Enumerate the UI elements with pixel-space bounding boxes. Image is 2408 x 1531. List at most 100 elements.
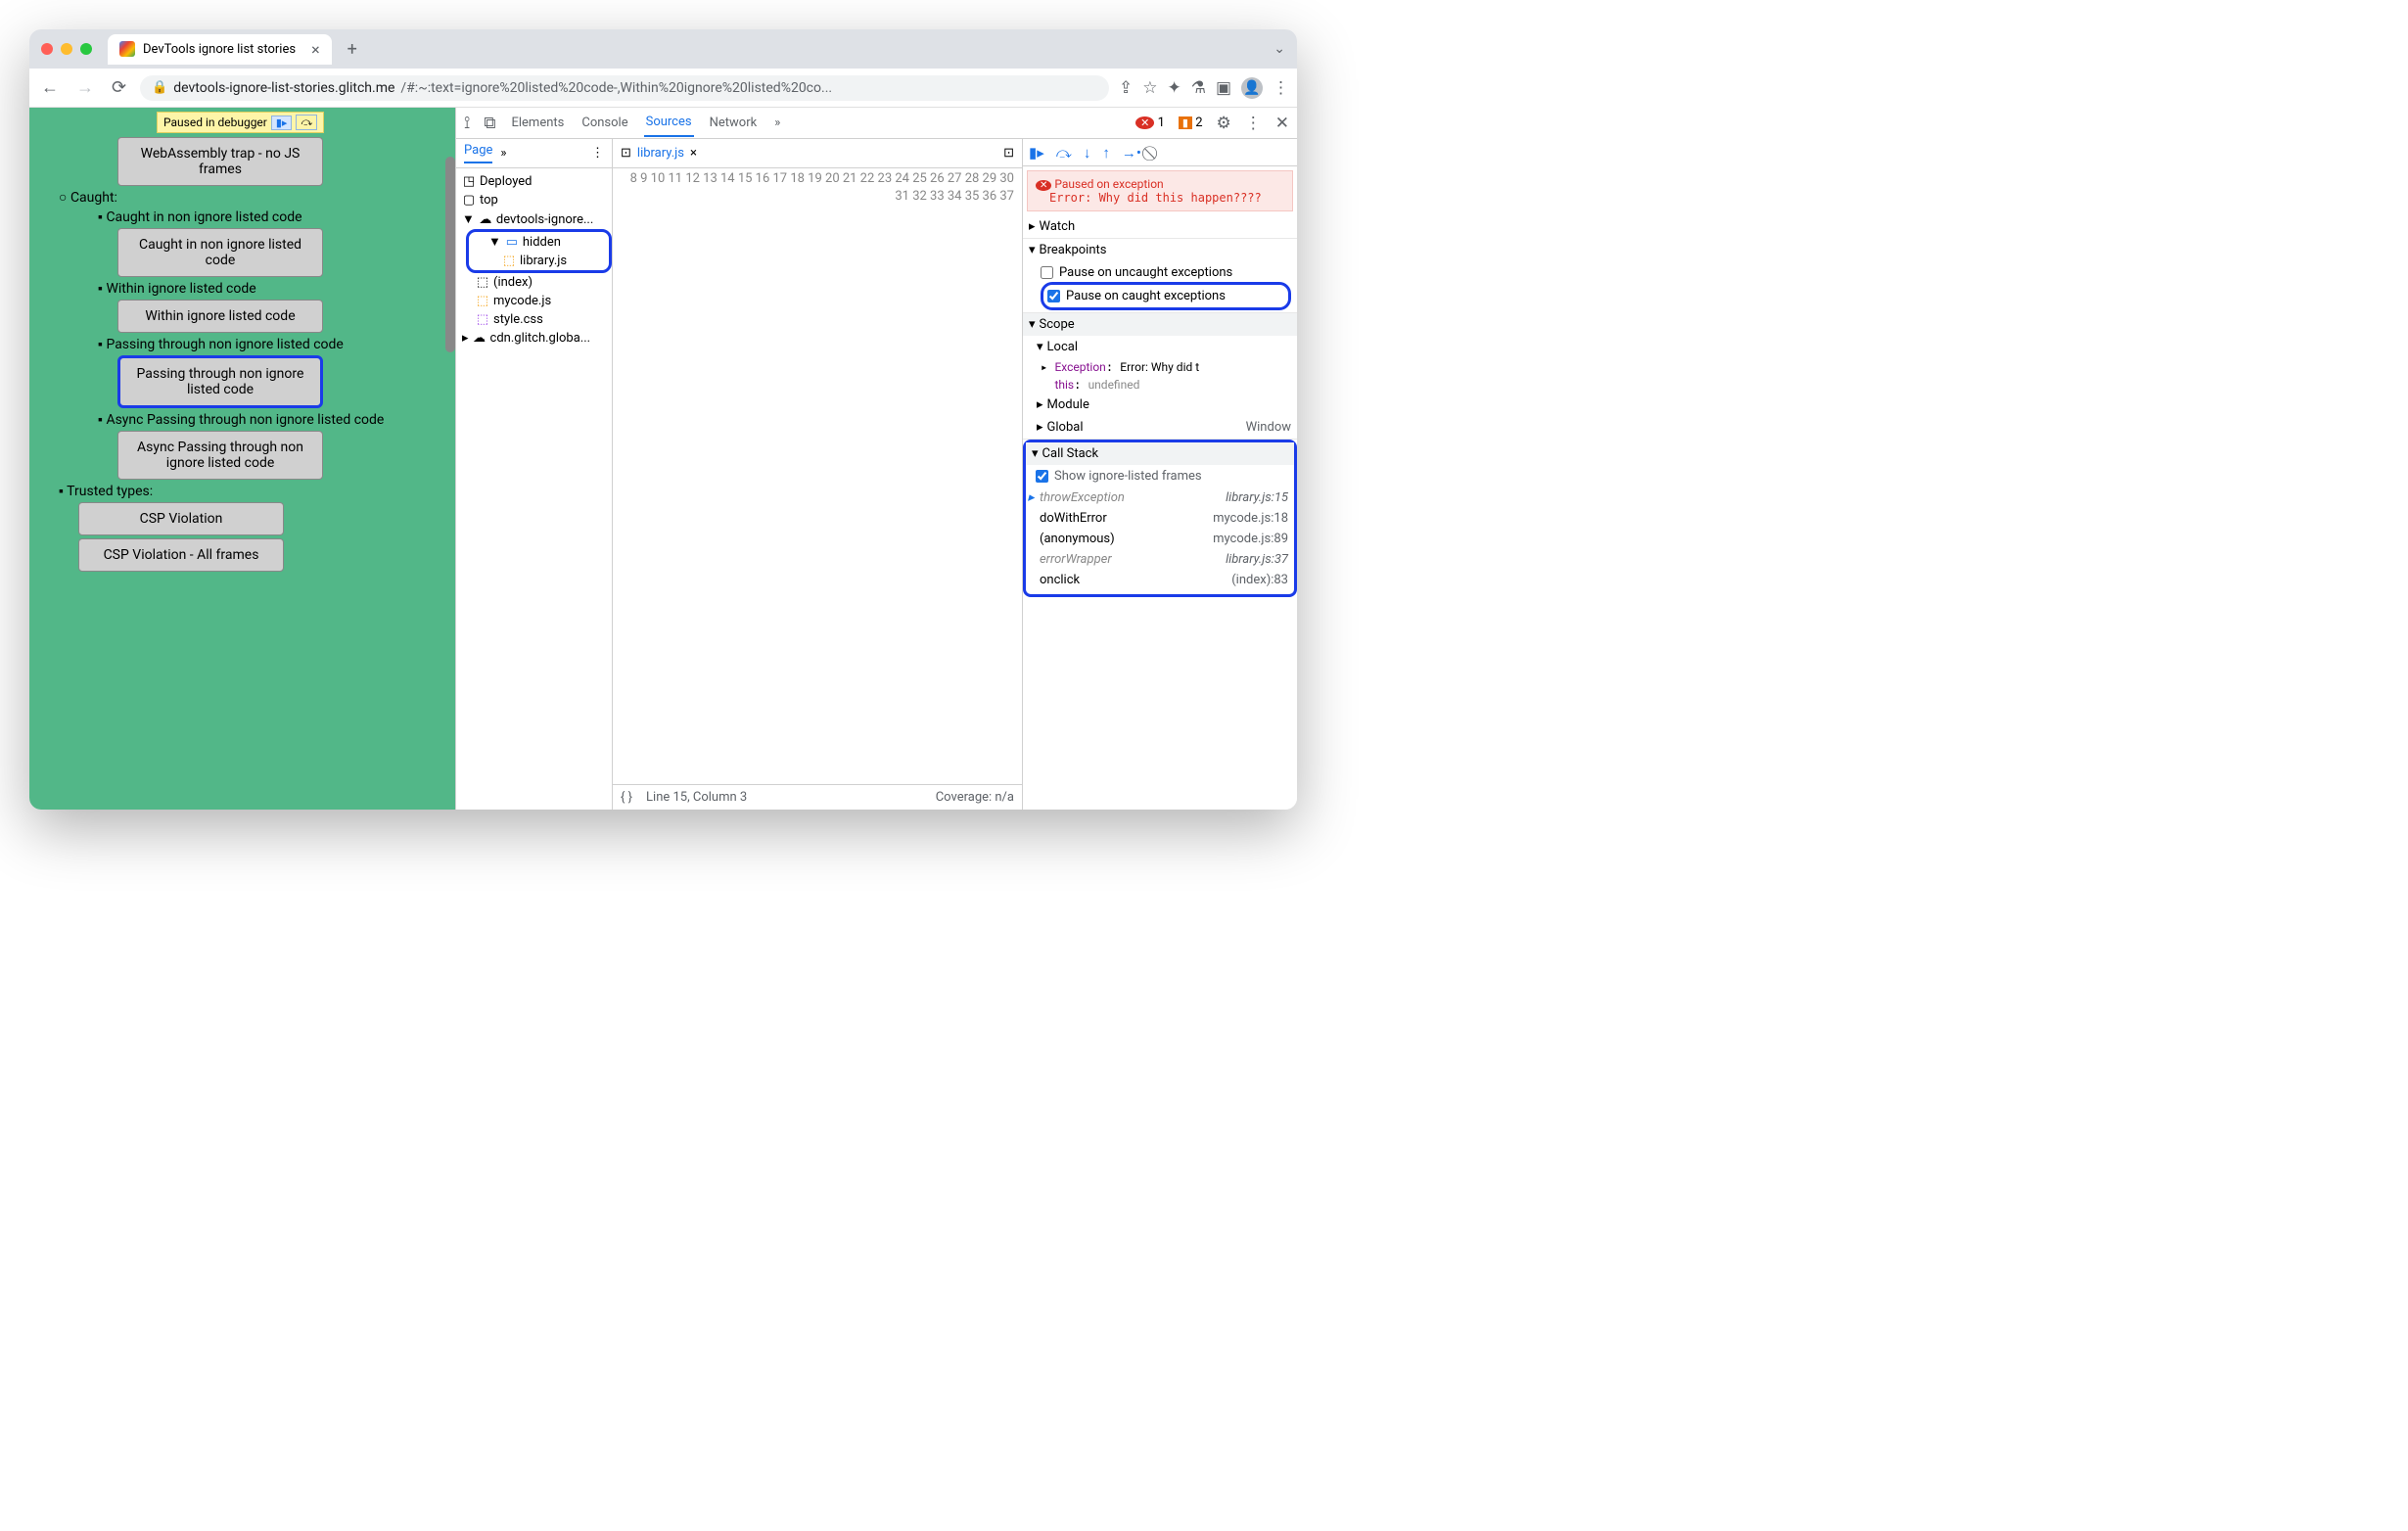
module-scope[interactable]: ▸ Module: [1023, 394, 1297, 416]
caught-checkbox[interactable]: [1047, 290, 1060, 302]
lock-icon: 🔒: [152, 80, 167, 95]
more-icon[interactable]: »: [500, 146, 506, 161]
wasm-button[interactable]: WebAssembly trap - no JS frames: [117, 137, 323, 186]
exception-banner: ✕ Paused on exception Error: Why did thi…: [1027, 170, 1293, 211]
forward-button: →: [72, 73, 98, 102]
within-button[interactable]: Within ignore listed code: [117, 300, 323, 333]
list-item: Async Passing through non ignore listed …: [98, 411, 445, 428]
csp-button[interactable]: CSP Violation: [78, 502, 284, 535]
bookmark-icon[interactable]: ☆: [1142, 78, 1157, 98]
watch-section[interactable]: ▸ Watch: [1023, 215, 1297, 238]
tab-title: DevTools ignore list stories: [143, 42, 296, 57]
kebab-icon[interactable]: ⋮: [591, 146, 604, 161]
callstack-section[interactable]: ▾ Call Stack: [1026, 442, 1294, 465]
step-icon[interactable]: ⤼: [296, 115, 317, 130]
tree-file-index[interactable]: ⬚(index): [470, 273, 612, 292]
caught-heading: Caught:: [59, 189, 445, 206]
cloud-icon: ☁: [473, 331, 486, 346]
format-icon[interactable]: { }: [621, 790, 632, 805]
paused-banner: Paused in debugger ▮▸ ⤼: [157, 112, 324, 133]
trusted-heading: Trusted types:: [59, 483, 445, 499]
scrollbar[interactable]: [445, 157, 455, 352]
back-button[interactable]: ←: [37, 73, 63, 102]
resume-icon[interactable]: ▮▸: [271, 116, 293, 130]
debugger-sidebar: ▮▸ ⤼ ↓ ↑ →• ⃠ ✕ Paused on exception Erro…: [1023, 139, 1297, 810]
callstack-frame[interactable]: onclick(index):83: [1026, 570, 1294, 590]
show-nav-icon[interactable]: ⊡: [621, 146, 631, 161]
step-button[interactable]: →•: [1122, 144, 1141, 162]
tree-item[interactable]: ▼☁devtools-ignore...: [456, 209, 612, 229]
tree-item[interactable]: ▢top: [456, 191, 612, 209]
tree-file-mycode[interactable]: ⬚mycode.js: [470, 292, 612, 310]
url-input[interactable]: 🔒 devtools-ignore-list-stories.glitch.me…: [140, 75, 1109, 101]
browser-tab[interactable]: DevTools ignore list stories ×: [108, 34, 332, 65]
maximize-window-button[interactable]: [80, 43, 92, 55]
issue-count[interactable]: ▮ 2: [1179, 116, 1203, 130]
step-out-button[interactable]: ↑: [1102, 144, 1110, 162]
local-scope[interactable]: ▾ Local: [1023, 336, 1297, 358]
more-tabs-icon[interactable]: »: [772, 110, 782, 136]
close-window-button[interactable]: [41, 43, 53, 55]
panel-icon[interactable]: ▣: [1216, 78, 1231, 98]
editor-tab[interactable]: library.js: [637, 146, 684, 161]
callstack-frame[interactable]: doWithErrormycode.js:18: [1026, 508, 1294, 529]
tree-item[interactable]: ▸☁cdn.glitch.globa...: [456, 329, 612, 348]
page-tab[interactable]: Page: [464, 143, 492, 163]
resume-button[interactable]: ▮▸: [1029, 144, 1044, 162]
js-file-icon: ⬚: [476, 294, 489, 308]
caught-button[interactable]: Caught in non ignore listed code: [117, 228, 323, 277]
profile-icon[interactable]: 👤: [1241, 77, 1263, 99]
kebab-icon[interactable]: ⋮: [1245, 114, 1262, 133]
minimize-window-button[interactable]: [61, 43, 72, 55]
close-tab-icon[interactable]: ×: [690, 146, 697, 161]
list-item: Passing through non ignore listed code: [98, 336, 445, 352]
extensions-icon[interactable]: ✦: [1167, 78, 1181, 98]
labs-icon[interactable]: ⚗: [1191, 78, 1206, 98]
devtools-tabbar: ⟟ ⧉ Elements Console Sources Network » ✕…: [456, 108, 1297, 139]
tree-file-library[interactable]: ⬚library.js: [496, 252, 609, 270]
async-button[interactable]: Async Passing through non ignore listed …: [117, 431, 323, 480]
tab-network[interactable]: Network: [708, 110, 760, 136]
show-ignored-checkbox[interactable]: [1036, 470, 1048, 483]
tree-file-style[interactable]: ⬚style.css: [470, 310, 612, 329]
scope-section[interactable]: ▾ Scope: [1023, 313, 1297, 336]
settings-icon[interactable]: ⚙: [1217, 114, 1231, 133]
callstack-frame[interactable]: errorWrapperlibrary.js:37: [1026, 549, 1294, 570]
scope-var[interactable]: ▸ Exception: Error: Why did t: [1023, 358, 1297, 376]
callstack-frame[interactable]: throwExceptionlibrary.js:15: [1026, 487, 1294, 508]
global-scope[interactable]: ▸ GlobalWindow: [1023, 416, 1297, 439]
inspect-icon[interactable]: ⟟: [464, 114, 470, 133]
close-devtools-icon[interactable]: ✕: [1275, 114, 1289, 133]
gutter: 8 9 10 11 12 13 14 15 16 17 18 19 20 21 …: [613, 168, 1022, 784]
scope-var: this: undefined: [1023, 376, 1297, 394]
css-file-icon: ⬚: [476, 312, 489, 327]
tab-sources[interactable]: Sources: [644, 109, 694, 137]
error-count[interactable]: ✕ 1: [1135, 116, 1165, 130]
step-into-button[interactable]: ↓: [1084, 144, 1091, 162]
js-file-icon: ⬚: [502, 254, 516, 268]
step-over-button[interactable]: ⤼: [1056, 144, 1072, 162]
cloud-icon: ☁: [479, 212, 492, 227]
favicon-icon: [119, 41, 135, 57]
breakpoints-section[interactable]: ▾ Breakpoints: [1023, 239, 1297, 261]
csp-all-button[interactable]: CSP Violation - All frames: [78, 538, 284, 572]
tab-elements[interactable]: Elements: [509, 110, 566, 136]
passing-button[interactable]: Passing through non ignore listed code: [117, 355, 323, 408]
tab-console[interactable]: Console: [579, 110, 629, 136]
tabs-menu-button[interactable]: ⌄: [1273, 41, 1285, 57]
close-tab-button[interactable]: ×: [311, 40, 320, 59]
frame-icon: ▢: [462, 193, 476, 208]
deploy-icon: ◳: [462, 174, 476, 189]
tree-folder-hidden[interactable]: ▼▭hidden: [483, 232, 609, 252]
menu-icon[interactable]: ⋮: [1273, 78, 1289, 98]
titlebar: DevTools ignore list stories × + ⌄: [29, 29, 1297, 69]
callstack-frame[interactable]: (anonymous)mycode.js:89: [1026, 529, 1294, 549]
hide-nav-icon[interactable]: ⊡: [1003, 146, 1014, 161]
uncaught-checkbox[interactable]: [1041, 266, 1053, 279]
tree-item[interactable]: ◳Deployed: [456, 172, 612, 191]
device-icon[interactable]: ⧉: [484, 114, 495, 133]
code-editor[interactable]: 8 9 10 11 12 13 14 15 16 17 18 19 20 21 …: [613, 168, 1022, 784]
reload-button[interactable]: ⟳: [108, 73, 130, 102]
share-icon[interactable]: ⇪: [1119, 78, 1133, 98]
new-tab-button[interactable]: +: [347, 39, 357, 60]
